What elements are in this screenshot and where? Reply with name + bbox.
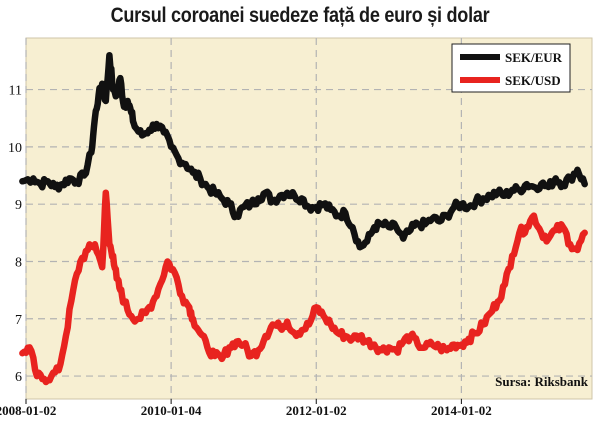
y-tick-label: 11 (9, 84, 22, 99)
legend: SEK/EUR SEK/USD (451, 43, 571, 93)
legend-label-sek-eur: SEK/EUR (505, 50, 563, 65)
legend-label-sek-usd: SEK/USD (505, 73, 561, 88)
x-tick-label: 2008-01-02 (0, 403, 56, 418)
x-tick-label: 2010-01-04 (141, 403, 202, 418)
x-tick-label: 2014-01-02 (431, 403, 492, 418)
y-axis-ticks: 6 7 8 9 10 11 (8, 84, 22, 386)
y-tick-label: 8 (15, 255, 22, 270)
series-lines (19, 51, 588, 386)
series-line-sek-usd (19, 189, 588, 386)
y-tick-label: 6 (15, 370, 22, 385)
legend-box (451, 43, 571, 93)
y-tick-label: 7 (15, 313, 22, 328)
series-line-sek-eur (19, 51, 588, 251)
y-tick-label: 9 (15, 198, 22, 213)
y-tick-label: 10 (8, 141, 22, 156)
x-tick-label: 2012-01-02 (286, 403, 347, 418)
chart-title: Cursul coroanei suedeze față de euro și … (110, 4, 490, 27)
source-note: Sursa: Riksbank (495, 374, 589, 389)
x-axis-ticks: 2008-01-02 2010-01-04 2012-01-02 2014-01-02 (0, 399, 492, 418)
